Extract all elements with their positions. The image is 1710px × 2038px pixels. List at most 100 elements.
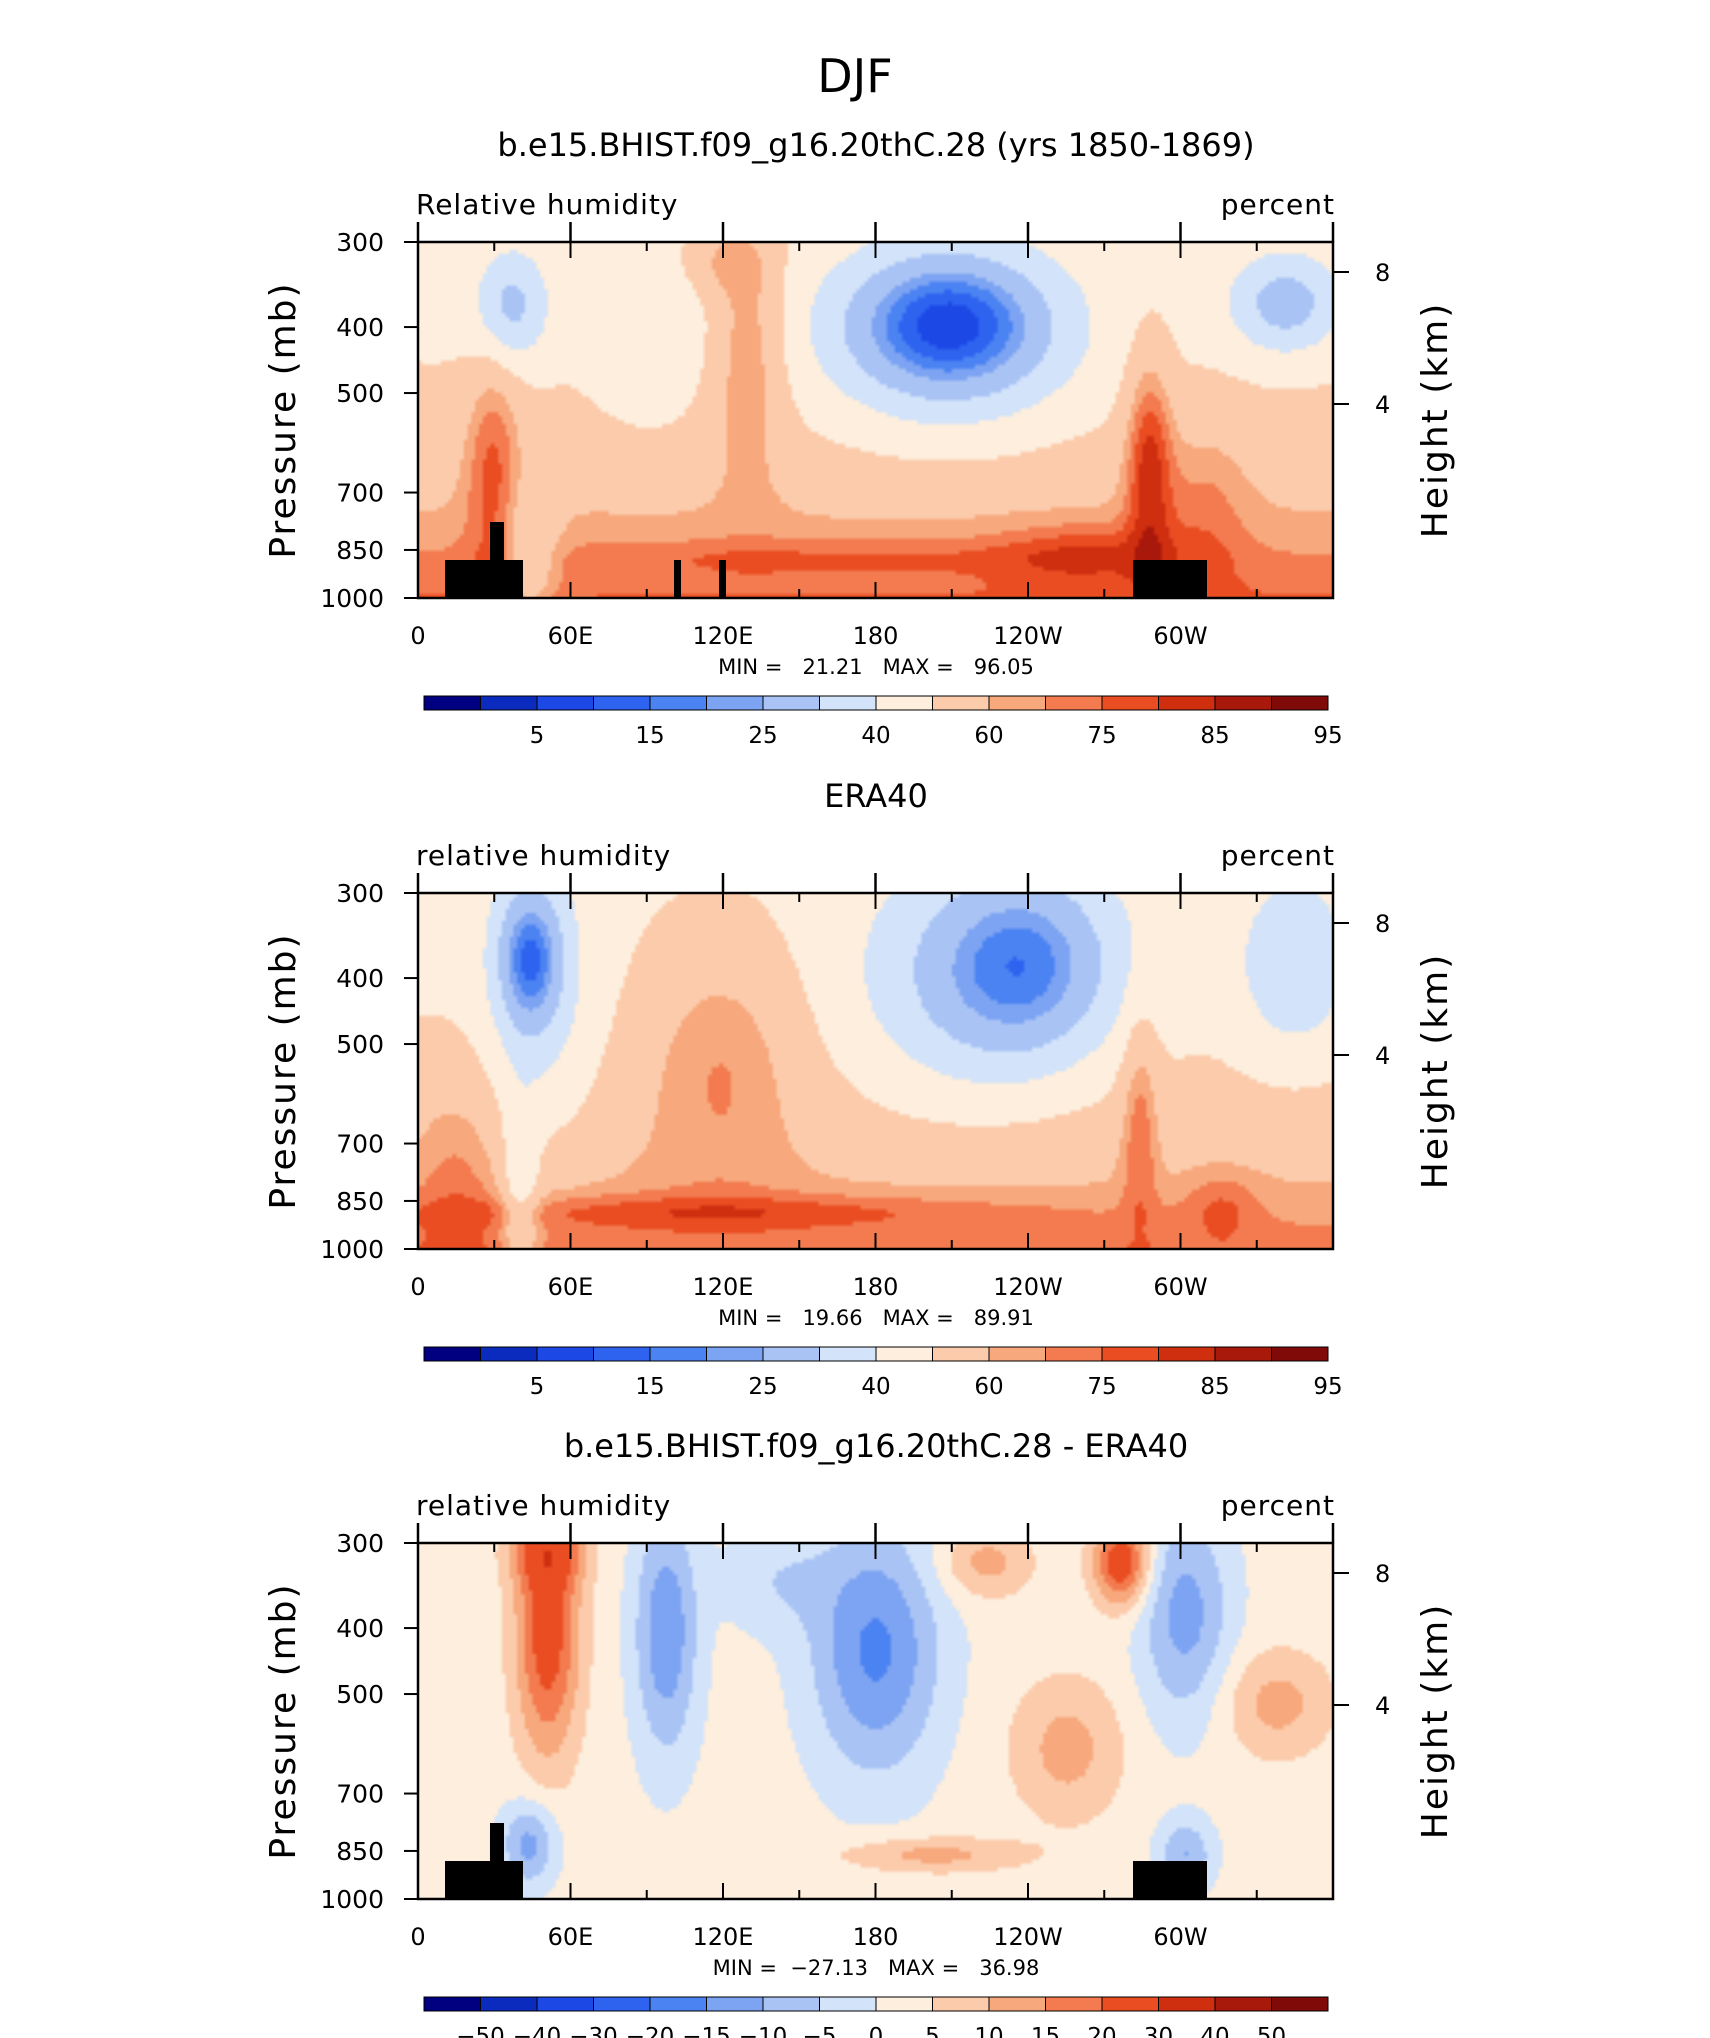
contour-field	[418, 893, 1333, 1249]
colorbar-label: 0	[869, 2024, 884, 2038]
variable-label: Relative humidity	[416, 188, 678, 221]
colorbar-box	[875, 1346, 933, 1362]
colorbar-label: 5	[530, 1374, 545, 1400]
panel-1: b.e15.BHIST.f09_g16.20thC.28 (yrs 1850-1…	[263, 126, 1456, 749]
colorbar-box	[762, 1346, 820, 1362]
colorbar-label: 85	[1200, 723, 1229, 749]
colorbar-label: −30	[569, 2024, 618, 2038]
colorbar-box	[1101, 1996, 1159, 2012]
y-right-tick-label: 4	[1375, 1042, 1390, 1070]
colorbar-box	[988, 1346, 1046, 1362]
y-tick-label: 500	[336, 1680, 384, 1709]
y-tick-label: 500	[336, 1030, 384, 1059]
colorbar-box	[706, 1996, 764, 2012]
colorbar-box	[932, 1996, 990, 2012]
colorbar-box	[1045, 695, 1103, 711]
colorbar-box	[1271, 695, 1329, 711]
y-right-tick-label: 4	[1375, 1692, 1390, 1720]
x-tick-label: 120E	[693, 1273, 754, 1301]
topography-africa	[445, 560, 523, 598]
y-tick-label: 300	[336, 879, 384, 908]
colorbar-box	[1214, 695, 1272, 711]
stats-label: MIN = 19.66 MAX = 89.91	[718, 1306, 1034, 1330]
colorbar-label: 60	[974, 1374, 1003, 1400]
colorbar-label: −40	[513, 2024, 562, 2038]
y-tick-label: 300	[336, 228, 384, 257]
y-tick-label: 1000	[320, 1885, 384, 1914]
y-tick-label: 1000	[320, 1235, 384, 1264]
colorbar-box	[706, 1346, 764, 1362]
y-tick-label: 850	[336, 536, 384, 565]
colorbar-box	[536, 1996, 594, 2012]
colorbar-label: −15	[682, 2024, 731, 2038]
colorbar-box	[875, 1996, 933, 2012]
colorbar-box	[480, 695, 538, 711]
panel-title: b.e15.BHIST.f09_g16.20thC.28 (yrs 1850-1…	[497, 126, 1254, 164]
colorbar-box	[1045, 1346, 1103, 1362]
y-tick-label: 1000	[320, 584, 384, 613]
y-right-tick-label: 8	[1375, 259, 1390, 287]
colorbar-label: −10	[739, 2024, 788, 2038]
y-tick-label: 500	[336, 379, 384, 408]
colorbar-box	[819, 695, 877, 711]
colorbar-label: 95	[1313, 723, 1342, 749]
colorbar-label: 40	[861, 723, 890, 749]
units-label: percent	[1221, 839, 1335, 872]
x-tick-label: 0	[410, 622, 425, 650]
colorbar-label: 75	[1087, 723, 1116, 749]
colorbar-box	[1045, 1996, 1103, 2012]
x-tick-label: 0	[410, 1273, 425, 1301]
colorbar-box	[593, 695, 651, 711]
colorbar-label: 25	[748, 723, 777, 749]
y-right-axis-title: Height (km)	[1415, 1603, 1456, 1839]
y-tick-label: 300	[336, 1529, 384, 1558]
colorbar-box	[1158, 695, 1216, 711]
variable-label: relative humidity	[416, 1489, 671, 1522]
contour-field	[418, 1543, 1333, 1899]
colorbar-box	[593, 1996, 651, 2012]
x-tick-label: 180	[853, 622, 899, 650]
colorbar-label: 95	[1313, 1374, 1342, 1400]
colorbar-label: 75	[1087, 1374, 1116, 1400]
colorbar-label: 25	[748, 1374, 777, 1400]
colorbar-label: 15	[635, 1374, 664, 1400]
y-right-tick-label: 8	[1375, 1560, 1390, 1588]
colorbar-label: 15	[635, 723, 664, 749]
colorbar-box	[762, 695, 820, 711]
topography-peak	[490, 522, 504, 562]
colorbar-label: 50	[1257, 2024, 1286, 2038]
x-tick-label: 60E	[548, 1923, 594, 1951]
colorbar-box	[988, 695, 1046, 711]
x-tick-label: 60E	[548, 1273, 594, 1301]
panel-2: ERA40 relative humidity percent 0 60E 120E 180…	[263, 777, 1456, 1400]
units-label: percent	[1221, 1489, 1335, 1522]
colorbar-box	[423, 1996, 481, 2012]
colorbar-box	[1214, 1996, 1272, 2012]
colorbar-label: −5	[803, 2024, 837, 2038]
colorbar-box	[762, 1996, 820, 2012]
colorbar-box	[819, 1996, 877, 2012]
colorbar-label: 40	[861, 1374, 890, 1400]
colorbar-box	[932, 695, 990, 711]
colorbar-box	[1101, 1346, 1159, 1362]
panel-3: b.e15.BHIST.f09_g16.20thC.28 - ERA40 rela…	[263, 1427, 1456, 2038]
topography-bar	[719, 560, 726, 598]
variable-label: relative humidity	[416, 839, 671, 872]
colorbar-box	[1158, 1996, 1216, 2012]
colorbar-box	[423, 1346, 481, 1362]
x-tick-label: 120E	[693, 622, 754, 650]
y-tick-label: 400	[336, 313, 384, 342]
x-tick-label: 180	[853, 1923, 899, 1951]
colorbar-box	[819, 1346, 877, 1362]
topography-africa	[445, 1861, 523, 1899]
colorbar-box	[423, 695, 481, 711]
colorbar-box	[1271, 1346, 1329, 1362]
x-tick-label: 60W	[1153, 1923, 1207, 1951]
colorbar-label: 10	[974, 2024, 1003, 2038]
y-axis-title: Pressure (mb)	[263, 281, 304, 558]
panel-title: b.e15.BHIST.f09_g16.20thC.28 - ERA40	[564, 1427, 1188, 1465]
colorbar-box	[536, 695, 594, 711]
colorbar-label: −20	[626, 2024, 675, 2038]
colorbar-box	[932, 1346, 990, 1362]
